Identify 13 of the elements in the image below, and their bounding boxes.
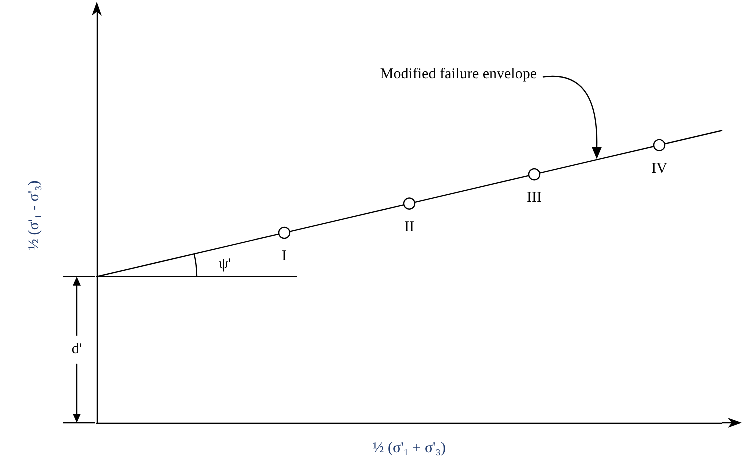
x-axis-title: ½ (σ'₁ + σ'₃)	[373, 440, 446, 456]
text: d'	[72, 341, 82, 358]
point	[278, 226, 291, 240]
text: Modified failure envelope	[380, 66, 538, 83]
annotation: II	[404, 219, 414, 236]
annotation: IV	[652, 160, 668, 177]
annotation: III	[527, 190, 542, 206]
y-axis-title: ½ (σ'₁ - σ'₃)	[26, 180, 42, 250]
point	[403, 198, 416, 210]
point	[528, 168, 541, 181]
annotation: ψ'	[218, 256, 232, 272]
annotation: I	[282, 248, 287, 265]
point	[653, 139, 666, 152]
